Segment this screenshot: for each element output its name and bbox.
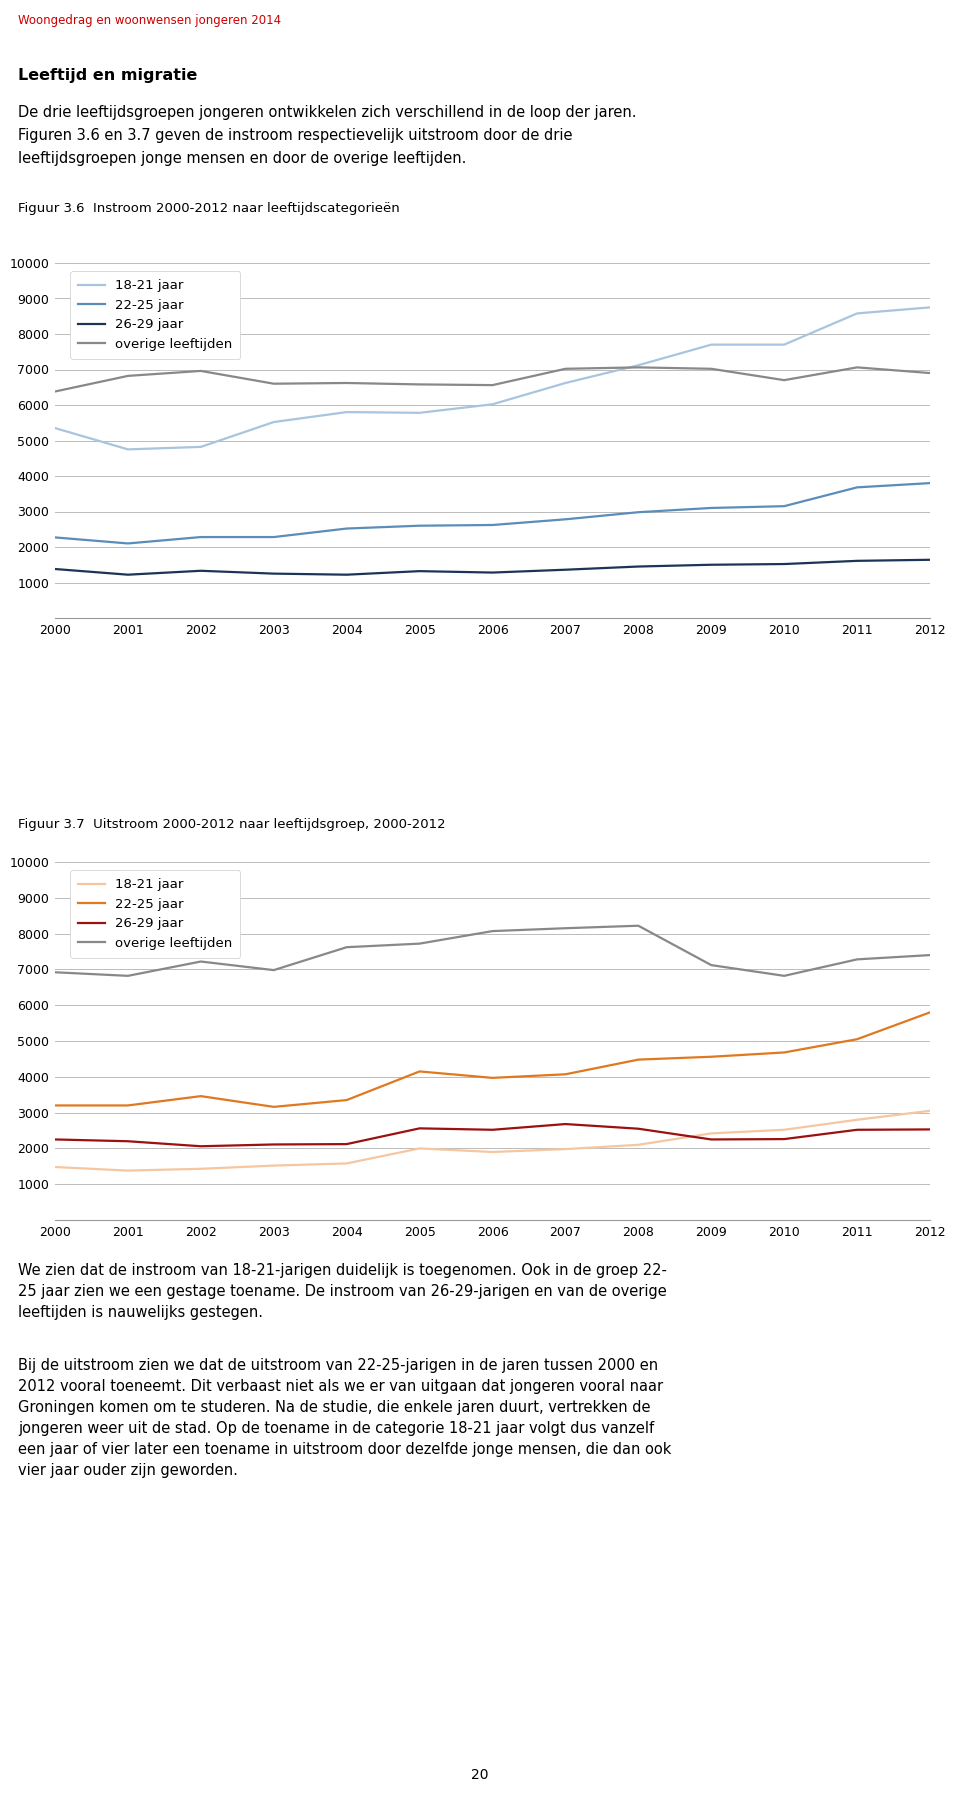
Text: leeftijdsgroepen jonge mensen en door de overige leeftijden.: leeftijdsgroepen jonge mensen en door de… bbox=[18, 150, 467, 166]
Legend: 18-21 jaar, 22-25 jaar, 26-29 jaar, overige leeftijden: 18-21 jaar, 22-25 jaar, 26-29 jaar, over… bbox=[70, 870, 240, 959]
Text: Leeftijd en migratie: Leeftijd en migratie bbox=[18, 69, 198, 83]
Text: De drie leeftijdsgroepen jongeren ontwikkelen zich verschillend in de loop der j: De drie leeftijdsgroepen jongeren ontwik… bbox=[18, 105, 636, 119]
Text: We zien dat de instroom van 18-21-jarigen duidelijk is toegenomen. Ook in de gro: We zien dat de instroom van 18-21-jarige… bbox=[18, 1263, 667, 1321]
Text: Figuur 3.7  Uitstroom 2000-2012 naar leeftijdsgroep, 2000-2012: Figuur 3.7 Uitstroom 2000-2012 naar leef… bbox=[18, 818, 445, 830]
Legend: 18-21 jaar, 22-25 jaar, 26-29 jaar, overige leeftijden: 18-21 jaar, 22-25 jaar, 26-29 jaar, over… bbox=[70, 271, 240, 358]
Text: Woongedrag en woonwensen jongeren 2014: Woongedrag en woonwensen jongeren 2014 bbox=[18, 14, 281, 27]
Text: Figuur 3.6  Instroom 2000-2012 naar leeftijdscategorieën: Figuur 3.6 Instroom 2000-2012 naar leeft… bbox=[18, 203, 399, 215]
Text: Bij de uitstroom zien we dat de uitstroom van 22-25-jarigen in de jaren tussen 2: Bij de uitstroom zien we dat de uitstroo… bbox=[18, 1359, 671, 1478]
Text: Figuren 3.6 en 3.7 geven de instroom respectievelijk uitstroom door de drie: Figuren 3.6 en 3.7 geven de instroom res… bbox=[18, 128, 572, 143]
Text: 20: 20 bbox=[471, 1767, 489, 1782]
